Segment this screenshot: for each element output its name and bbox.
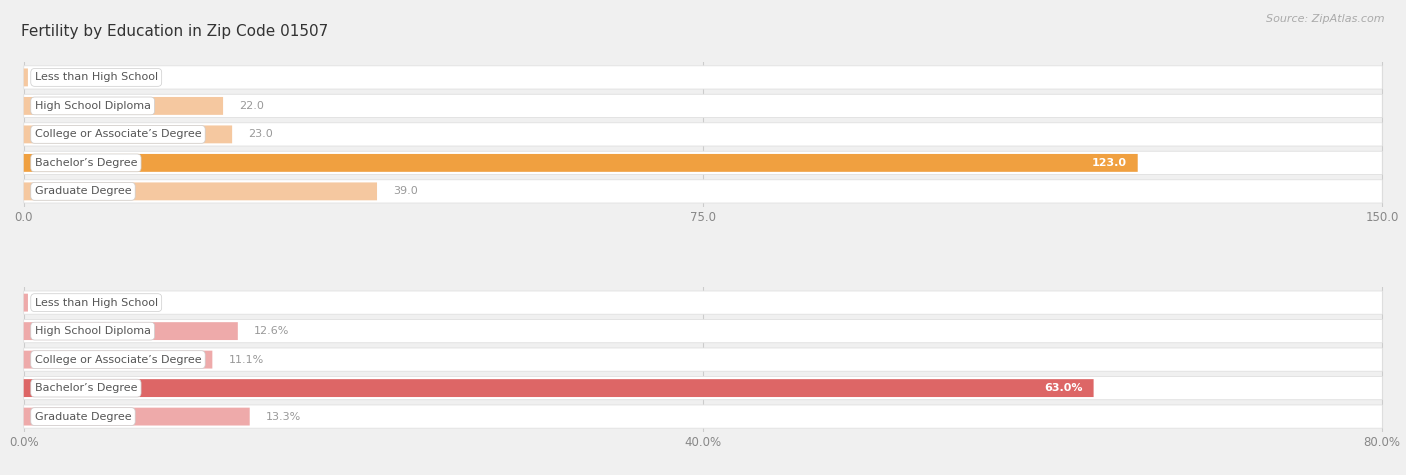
FancyBboxPatch shape	[24, 123, 1382, 146]
Text: 123.0: 123.0	[1092, 158, 1126, 168]
Text: College or Associate’s Degree: College or Associate’s Degree	[35, 129, 201, 139]
FancyBboxPatch shape	[24, 180, 1382, 203]
FancyBboxPatch shape	[24, 377, 1382, 400]
Text: 12.6%: 12.6%	[254, 326, 290, 336]
Text: Bachelor’s Degree: Bachelor’s Degree	[35, 383, 138, 393]
Text: Graduate Degree: Graduate Degree	[35, 411, 131, 422]
FancyBboxPatch shape	[24, 154, 1137, 172]
Text: 13.3%: 13.3%	[266, 411, 301, 422]
FancyBboxPatch shape	[24, 151, 1382, 174]
FancyBboxPatch shape	[24, 97, 224, 115]
Text: Less than High School: Less than High School	[35, 72, 157, 83]
Text: Graduate Degree: Graduate Degree	[35, 186, 131, 196]
FancyBboxPatch shape	[24, 94, 1382, 117]
FancyBboxPatch shape	[24, 125, 232, 143]
Text: 63.0%: 63.0%	[1045, 383, 1083, 393]
Text: Bachelor’s Degree: Bachelor’s Degree	[35, 158, 138, 168]
FancyBboxPatch shape	[24, 351, 212, 369]
Text: 0.0: 0.0	[44, 72, 62, 83]
Text: Fertility by Education in Zip Code 01507: Fertility by Education in Zip Code 01507	[21, 24, 329, 39]
Text: Source: ZipAtlas.com: Source: ZipAtlas.com	[1267, 14, 1385, 24]
FancyBboxPatch shape	[24, 322, 238, 340]
FancyBboxPatch shape	[24, 294, 28, 312]
Text: College or Associate’s Degree: College or Associate’s Degree	[35, 355, 201, 365]
FancyBboxPatch shape	[24, 348, 1382, 371]
FancyBboxPatch shape	[24, 408, 250, 426]
FancyBboxPatch shape	[24, 291, 1382, 314]
FancyBboxPatch shape	[24, 66, 1382, 89]
FancyBboxPatch shape	[24, 405, 1382, 428]
FancyBboxPatch shape	[24, 68, 28, 86]
FancyBboxPatch shape	[24, 379, 1094, 397]
FancyBboxPatch shape	[24, 320, 1382, 343]
Text: 22.0: 22.0	[239, 101, 264, 111]
Text: High School Diploma: High School Diploma	[35, 326, 150, 336]
Text: High School Diploma: High School Diploma	[35, 101, 150, 111]
Text: 0.0%: 0.0%	[44, 298, 73, 308]
Text: 39.0: 39.0	[394, 186, 418, 196]
FancyBboxPatch shape	[24, 182, 377, 200]
Text: 11.1%: 11.1%	[229, 355, 264, 365]
Text: 23.0: 23.0	[249, 129, 273, 139]
Text: Less than High School: Less than High School	[35, 298, 157, 308]
